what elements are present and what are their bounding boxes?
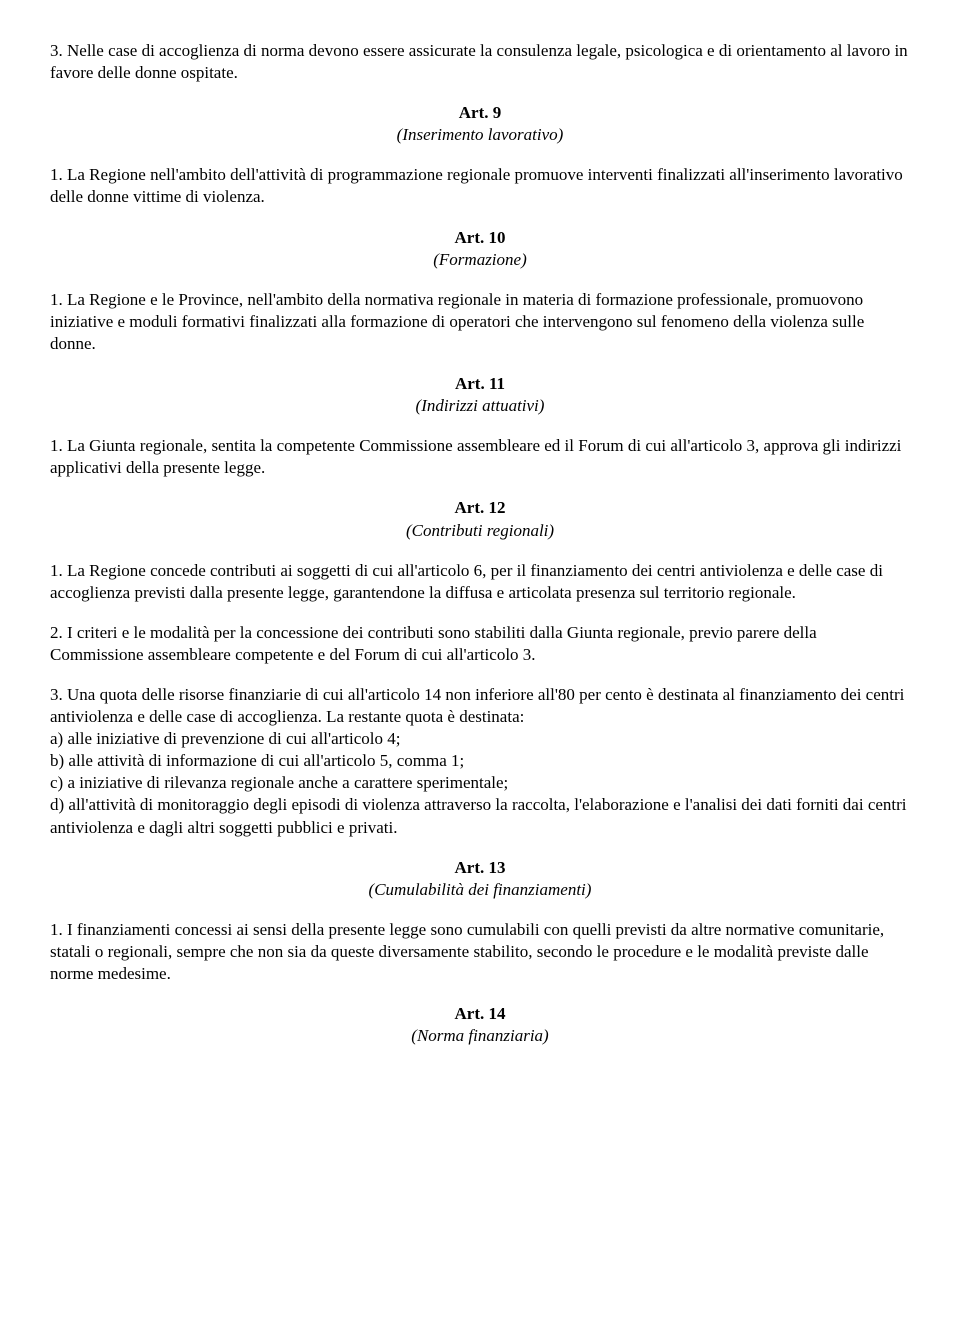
paragraph-art12-1: 1. La Regione concede contributi ai sogg…: [50, 560, 910, 604]
article-10-heading: Art. 10 (Formazione): [50, 227, 910, 271]
art-num: Art. 14: [455, 1004, 506, 1023]
paragraph-art12-3: 3. Una quota delle risorse finanziarie d…: [50, 684, 910, 839]
paragraph-art13-1: 1. I finanziamenti concessi ai sensi del…: [50, 919, 910, 985]
paragraph-art12-3-c: c) a iniziative di rilevanza regionale a…: [50, 773, 508, 792]
article-14-heading: Art. 14 (Norma finanziaria): [50, 1003, 910, 1047]
art-title: (Norma finanziaria): [411, 1026, 548, 1045]
art-title: (Formazione): [433, 250, 526, 269]
paragraph-art12-3-d: d) all'attività di monitoraggio degli ep…: [50, 795, 907, 836]
paragraph-art12-3-intro: 3. Una quota delle risorse finanziarie d…: [50, 685, 904, 726]
article-11-heading: Art. 11 (Indirizzi attuativi): [50, 373, 910, 417]
article-12-heading: Art. 12 (Contributi regionali): [50, 497, 910, 541]
paragraph-art10-1: 1. La Regione e le Province, nell'ambito…: [50, 289, 910, 355]
article-9-heading: Art. 9 (Inserimento lavorativo): [50, 102, 910, 146]
paragraph-art9-1: 1. La Regione nell'ambito dell'attività …: [50, 164, 910, 208]
art-num: Art. 13: [455, 858, 506, 877]
article-13-heading: Art. 13 (Cumulabilità dei finanziamenti): [50, 857, 910, 901]
paragraph-art12-3-a: a) alle iniziative di prevenzione di cui…: [50, 729, 400, 748]
art-title: (Cumulabilità dei finanziamenti): [369, 880, 592, 899]
art-title: (Inserimento lavorativo): [397, 125, 564, 144]
art-num: Art. 12: [455, 498, 506, 517]
paragraph-art8-3: 3. Nelle case di accoglienza di norma de…: [50, 40, 910, 84]
art-num: Art. 11: [455, 374, 505, 393]
art-title: (Contributi regionali): [406, 521, 554, 540]
paragraph-art11-1: 1. La Giunta regionale, sentita la compe…: [50, 435, 910, 479]
paragraph-art12-2: 2. I criteri e le modalità per la conces…: [50, 622, 910, 666]
art-title: (Indirizzi attuativi): [416, 396, 545, 415]
paragraph-art12-3-b: b) alle attività di informazione di cui …: [50, 751, 464, 770]
art-num: Art. 10: [455, 228, 506, 247]
art-num: Art. 9: [459, 103, 501, 122]
